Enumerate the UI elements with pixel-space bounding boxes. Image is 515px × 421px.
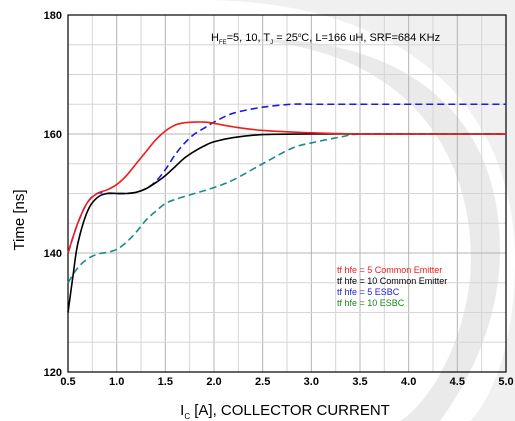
anno-text1: =5, 10, T xyxy=(227,32,271,44)
anno-text2: = 25 xyxy=(273,32,298,44)
y-tick-label: 120 xyxy=(44,367,62,379)
series-lines xyxy=(67,103,506,313)
anno-h: H xyxy=(211,32,219,44)
series-line-0 xyxy=(67,121,506,254)
legend-entry: tf hfe = 5 ESBC xyxy=(337,287,400,297)
x-tick-label: 2.5 xyxy=(255,376,270,388)
x-tick-label: 1.0 xyxy=(109,376,124,388)
x-axis-label-i: I xyxy=(180,402,184,419)
x-tick-label: 1.5 xyxy=(158,376,173,388)
y-tick-label: 160 xyxy=(44,129,62,141)
y-tick-label: 180 xyxy=(44,10,62,22)
series-line-2 xyxy=(67,103,506,254)
y-tick-label: 140 xyxy=(44,248,62,260)
y-axis-label: Time [ns] xyxy=(11,189,28,250)
x-axis-label: IC [A], COLLECTOR CURRENT xyxy=(180,402,390,421)
anno-fe: FE xyxy=(219,40,227,46)
legend-entry: tf hfe = 10 ESBC xyxy=(337,298,405,308)
tick-labels: 0.5 1.0 1.5 2.0 2.5 3.0 3.5 4.0 4.5 5.0 120 140 160 1… xyxy=(44,10,514,388)
anno-j: J xyxy=(270,40,273,46)
watermark-swoosh xyxy=(200,0,515,421)
anno-text3: C, L=166 uH, SRF=684 KHz xyxy=(301,32,440,44)
anno-degree: o xyxy=(298,33,302,39)
x-tick-label: 4.5 xyxy=(450,376,465,388)
x-axis-label-sub: C xyxy=(184,412,190,421)
series-line-1 xyxy=(67,133,506,313)
x-tick-label: 5.0 xyxy=(498,376,513,388)
x-tick-label: 3.5 xyxy=(352,376,367,388)
x-tick-label: 4.0 xyxy=(401,376,416,388)
legend-entry: tf hfe = 5 Common Emitter xyxy=(337,265,442,275)
x-tick-label: 3.0 xyxy=(304,376,319,388)
chart-annotation: HFE=5, 10, TJ = 25oC, L=166 uH, SRF=684 … xyxy=(211,32,440,46)
x-tick-label: 0.5 xyxy=(60,376,75,388)
x-tick-label: 2.0 xyxy=(206,376,221,388)
series-line-3 xyxy=(67,132,506,284)
x-axis-label-rest: [A], COLLECTOR CURRENT xyxy=(190,402,390,419)
plot-frame xyxy=(67,14,507,373)
legend-entry: tf hfe = 10 Common Emitter xyxy=(337,276,447,286)
